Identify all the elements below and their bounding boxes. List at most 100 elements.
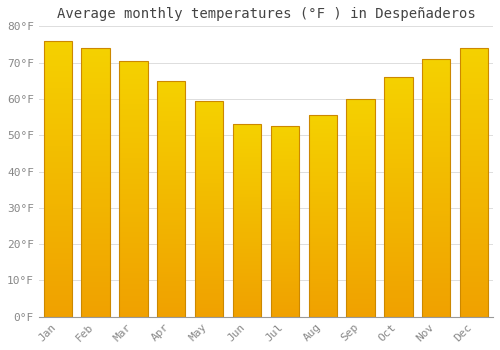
- Bar: [44, 278, 72, 281]
- Bar: [119, 79, 148, 81]
- Bar: [422, 262, 450, 265]
- Bar: [82, 279, 110, 282]
- Bar: [44, 126, 72, 129]
- Bar: [422, 149, 450, 152]
- Bar: [195, 298, 224, 300]
- Bar: [44, 281, 72, 284]
- Bar: [346, 288, 375, 290]
- Bar: [44, 154, 72, 157]
- Bar: [308, 234, 337, 236]
- Bar: [44, 88, 72, 91]
- Bar: [384, 281, 412, 283]
- Bar: [119, 184, 148, 186]
- Bar: [270, 212, 299, 214]
- Bar: [308, 228, 337, 230]
- Bar: [308, 127, 337, 130]
- Bar: [44, 298, 72, 300]
- Bar: [82, 212, 110, 215]
- Bar: [346, 155, 375, 158]
- Bar: [233, 142, 261, 143]
- Bar: [422, 209, 450, 211]
- Bar: [270, 258, 299, 260]
- Bar: [44, 229, 72, 231]
- Bar: [422, 314, 450, 317]
- Bar: [270, 267, 299, 269]
- Bar: [195, 269, 224, 272]
- Bar: [422, 201, 450, 203]
- Bar: [346, 99, 375, 317]
- Bar: [195, 120, 224, 122]
- Bar: [308, 194, 337, 196]
- Bar: [384, 101, 412, 104]
- Bar: [119, 120, 148, 122]
- Bar: [195, 202, 224, 204]
- Bar: [195, 174, 224, 176]
- Bar: [119, 301, 148, 304]
- Bar: [44, 198, 72, 201]
- Bar: [308, 202, 337, 204]
- Bar: [44, 314, 72, 317]
- Bar: [82, 204, 110, 206]
- Bar: [119, 171, 148, 174]
- Bar: [270, 159, 299, 160]
- Bar: [308, 176, 337, 178]
- Bar: [82, 126, 110, 129]
- Bar: [460, 169, 488, 172]
- Bar: [460, 188, 488, 190]
- Bar: [422, 247, 450, 250]
- Bar: [44, 184, 72, 187]
- Bar: [82, 80, 110, 83]
- Bar: [119, 158, 148, 161]
- Bar: [384, 266, 412, 269]
- Bar: [44, 201, 72, 204]
- Bar: [270, 271, 299, 273]
- Bar: [308, 218, 337, 220]
- Bar: [460, 209, 488, 212]
- Bar: [460, 271, 488, 274]
- Bar: [195, 159, 224, 161]
- Bar: [157, 161, 186, 163]
- Bar: [422, 275, 450, 278]
- Bar: [82, 247, 110, 250]
- Bar: [233, 282, 261, 284]
- Bar: [308, 272, 337, 274]
- Bar: [422, 180, 450, 183]
- Bar: [233, 184, 261, 186]
- Bar: [195, 254, 224, 256]
- Bar: [460, 263, 488, 266]
- Bar: [460, 48, 488, 317]
- Bar: [460, 70, 488, 72]
- Bar: [195, 310, 224, 313]
- Bar: [195, 144, 224, 146]
- Bar: [308, 158, 337, 160]
- Bar: [82, 72, 110, 75]
- Bar: [308, 115, 337, 317]
- Bar: [119, 256, 148, 258]
- Bar: [82, 290, 110, 293]
- Bar: [44, 110, 72, 113]
- Bar: [308, 170, 337, 172]
- Bar: [422, 252, 450, 255]
- Bar: [195, 237, 224, 239]
- Bar: [422, 203, 450, 206]
- Bar: [157, 116, 186, 119]
- Bar: [233, 246, 261, 247]
- Bar: [384, 139, 412, 142]
- Bar: [308, 166, 337, 168]
- Bar: [270, 239, 299, 240]
- Bar: [346, 293, 375, 295]
- Bar: [422, 278, 450, 281]
- Bar: [44, 286, 72, 289]
- Bar: [384, 113, 412, 116]
- Bar: [422, 258, 450, 260]
- Bar: [119, 174, 148, 176]
- Bar: [384, 254, 412, 257]
- Bar: [44, 55, 72, 57]
- Bar: [195, 258, 224, 261]
- Bar: [460, 266, 488, 268]
- Bar: [82, 223, 110, 225]
- Bar: [308, 301, 337, 303]
- Bar: [157, 211, 186, 213]
- Bar: [195, 178, 224, 181]
- Bar: [460, 142, 488, 145]
